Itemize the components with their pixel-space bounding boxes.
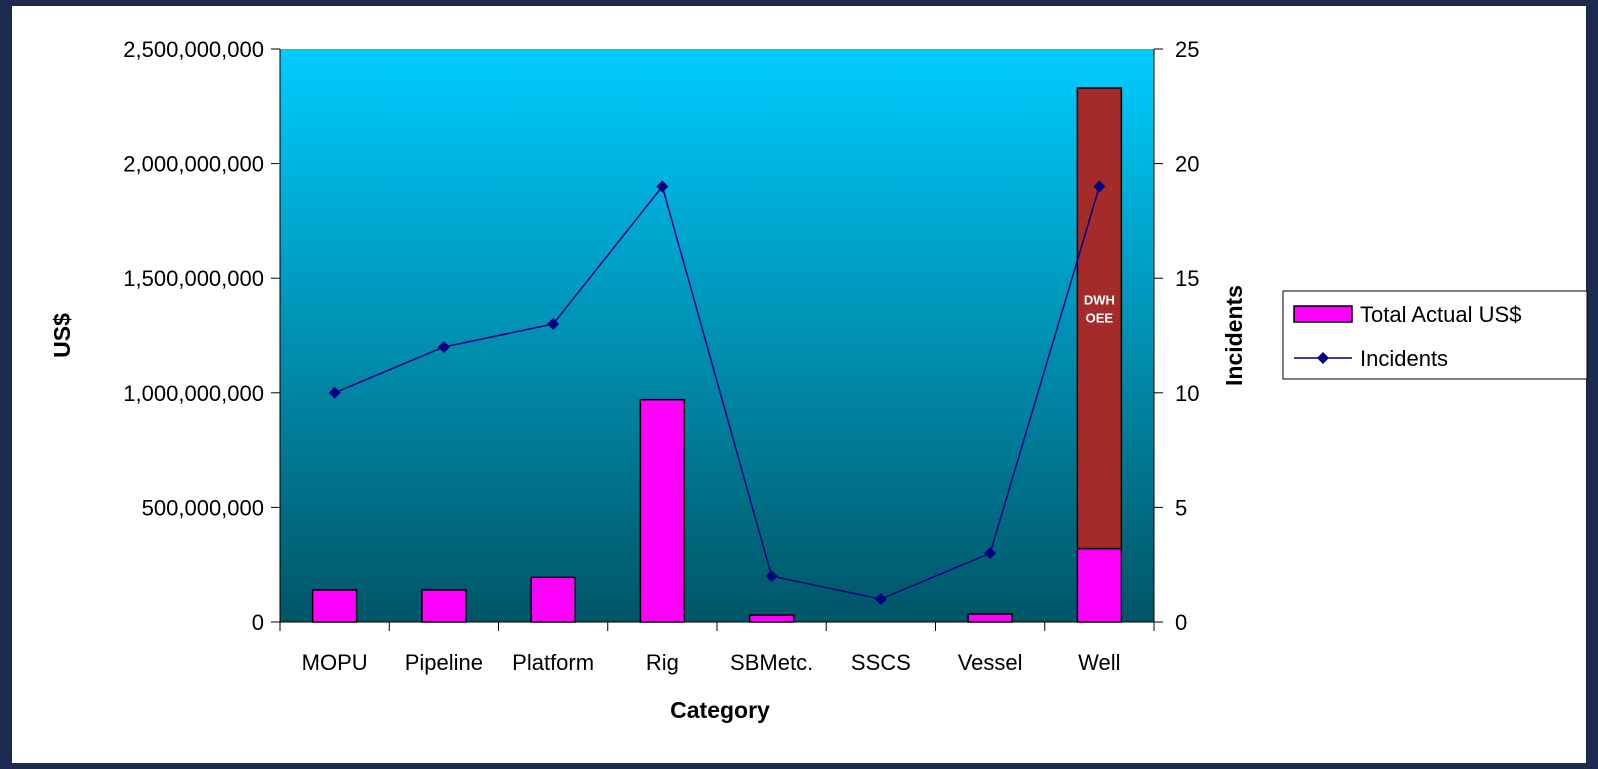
x-tick-label: Vessel	[958, 650, 1023, 675]
y2-tick-label: 25	[1175, 37, 1199, 62]
x-tick-label: Pipeline	[405, 650, 483, 675]
y-axis-title: US$	[49, 313, 75, 358]
legend-swatch-bar	[1293, 305, 1353, 323]
axes-layer	[271, 48, 1163, 631]
x-tick-label: Rig	[646, 650, 679, 675]
highlight-label: DWH	[1084, 292, 1115, 307]
y2-tick-label: 20	[1175, 152, 1199, 177]
incidents-point	[547, 318, 560, 331]
incidents-point	[656, 180, 669, 193]
incidents-point	[437, 340, 450, 353]
bar	[421, 589, 467, 623]
incidents-point	[1093, 180, 1106, 193]
legend-swatch-marker	[1317, 352, 1329, 364]
x-tick-label: Platform	[512, 650, 594, 675]
bar	[967, 613, 1013, 623]
y-tick-label: 500,000,000	[142, 495, 264, 520]
bars-layer	[311, 87, 1123, 623]
incidents-point	[984, 547, 997, 560]
bar	[1076, 547, 1123, 623]
bar	[311, 589, 358, 623]
labels-layer: DWH OEE 0 500,000,000 1,000,000,000 1,500,000…	[49, 37, 1247, 723]
x-tick-label: Well	[1078, 650, 1120, 675]
bar	[639, 398, 686, 623]
incidents-point	[874, 593, 887, 606]
y-tick-label: 1,500,000,000	[123, 266, 264, 291]
x-tick-label: SBMetc.	[730, 650, 813, 675]
bar	[530, 576, 576, 623]
incidents-point	[765, 570, 778, 583]
legend-label: Incidents	[1360, 346, 1448, 371]
x-tick-label: MOPU	[302, 650, 368, 675]
y-tick-label: 2,000,000,000	[123, 152, 264, 177]
y-tick-label: 1,000,000,000	[123, 381, 264, 406]
legend-label: Total Actual US$	[1360, 302, 1521, 327]
y2-tick-label: 15	[1175, 266, 1199, 291]
incidents-line	[334, 184, 1101, 600]
incidents-point	[328, 386, 341, 399]
y2-axis-title: Incidents	[1221, 285, 1247, 386]
line-layer	[328, 180, 1106, 606]
highlight-label: OEE	[1086, 310, 1114, 325]
x-axis-title: Category	[670, 697, 770, 723]
plot-area	[280, 49, 1154, 622]
y2-tick-label: 0	[1175, 610, 1187, 635]
x-tick-label: SSCS	[851, 650, 911, 675]
y-tick-label: 2,500,000,000	[123, 37, 264, 62]
y-tick-label: 0	[252, 610, 264, 635]
bar	[748, 614, 795, 623]
y2-tick-label: 5	[1175, 495, 1187, 520]
y2-tick-label: 10	[1175, 381, 1199, 406]
legend: Total Actual US$ Incidents	[1282, 290, 1588, 380]
